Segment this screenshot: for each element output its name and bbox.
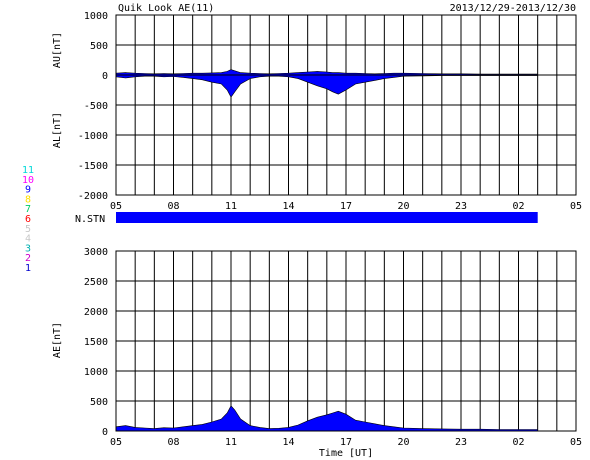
ae-y-tick-label: 2000 [84, 307, 108, 318]
ae-grid [116, 251, 576, 431]
ae-x-tick-label: 05 [110, 437, 122, 448]
au-al-panel: 1000 500 0 -500 -1000 -1500 -2000 05 08 11 14 17 20… [52, 11, 582, 212]
au-al-frame [115, 14, 577, 196]
station-legend-entry: 9 [25, 185, 31, 196]
station-legend-entry: 8 [25, 194, 31, 205]
station-legend-entry: 11 [22, 165, 34, 176]
au-al-grid [116, 15, 576, 195]
ae-y-tick-label: 2500 [84, 277, 108, 288]
au-al-series-au [115, 69, 538, 76]
station-legend-entry: 4 [25, 234, 31, 245]
station-legend-entry: 1 [25, 263, 31, 274]
au-al-x-tick-label: 14 [282, 201, 294, 212]
n-stn-bar [116, 212, 538, 223]
ae-x-tick-label: 20 [397, 437, 409, 448]
au-al-series-al [115, 74, 538, 98]
au-al-y-tick-label: -500 [84, 101, 108, 112]
au-axis-label: AU[nT] [52, 32, 63, 68]
au-al-x-tick-label: 23 [455, 201, 467, 212]
ae-axis-label: AE[nT] [52, 322, 63, 358]
ae-y-tick-label: 1000 [84, 367, 108, 378]
ae-x-tick-label: 05 [570, 437, 582, 448]
chart-title: Quik Look AE(11) [118, 3, 214, 14]
station-legend-entry: 6 [25, 214, 31, 225]
au-al-series [115, 69, 576, 98]
station-legend-entry: 7 [25, 204, 31, 215]
ae-x-tick-label: 17 [340, 437, 352, 448]
station-legend-entry: 5 [25, 224, 31, 235]
ae-y-tick-label: 500 [90, 397, 108, 408]
au-al-x-ticks: 05 08 11 14 17 20 23 02 05 [110, 201, 582, 212]
au-al-x-tick-label: 08 [167, 201, 179, 212]
au-al-y-tick-label: 1000 [84, 11, 108, 22]
n-stn-panel: N.STN [75, 212, 538, 225]
au-al-y-tick-label: -1000 [78, 131, 108, 142]
ae-y-tick-label: 0 [102, 427, 108, 438]
au-al-x-tick-label: 05 [110, 201, 122, 212]
ae-y-tick-label: 1500 [84, 337, 108, 348]
au-al-y-tick-label: 0 [102, 71, 108, 82]
au-al-x-tick-label: 05 [570, 201, 582, 212]
ae-x-tick-label: 23 [455, 437, 467, 448]
au-al-y-tick-label: 500 [90, 41, 108, 52]
ae-frame [115, 250, 577, 432]
ae-x-tick-label: 14 [282, 437, 294, 448]
station-legend-entry: 2 [25, 253, 31, 264]
au-al-y-tick-label: -2000 [78, 191, 108, 202]
time-axis-label: Time [UT] [319, 448, 373, 459]
al-axis-label: AL[nT] [52, 112, 63, 148]
au-al-x-tick-label: 20 [397, 201, 409, 212]
ae-x-tick-label: 08 [167, 437, 179, 448]
au-al-y-ticks: 1000 500 0 -500 -1000 -1500 -2000 [78, 11, 108, 202]
n-stn-label: N.STN [75, 214, 105, 225]
ae-x-ticks: 05 08 11 14 17 20 23 02 05 [110, 437, 582, 448]
au-al-x-tick-label: 02 [512, 201, 524, 212]
ae-x-tick-label: 11 [225, 437, 237, 448]
au-al-x-tick-label: 17 [340, 201, 352, 212]
station-legend-entry: 10 [22, 175, 34, 186]
ae-x-tick-label: 02 [512, 437, 524, 448]
au-al-y-tick-label: -1500 [78, 161, 108, 172]
date-range: 2013/12/29-2013/12/30 [450, 3, 576, 14]
au-al-x-tick-label: 11 [225, 201, 237, 212]
ae-series-ae [115, 405, 538, 432]
ae-y-tick-label: 3000 [84, 247, 108, 258]
ae-series [115, 405, 538, 432]
ae-y-ticks: 3000 2500 2000 1500 1000 500 0 [84, 247, 108, 438]
station-legend-entry: 3 [25, 243, 31, 254]
